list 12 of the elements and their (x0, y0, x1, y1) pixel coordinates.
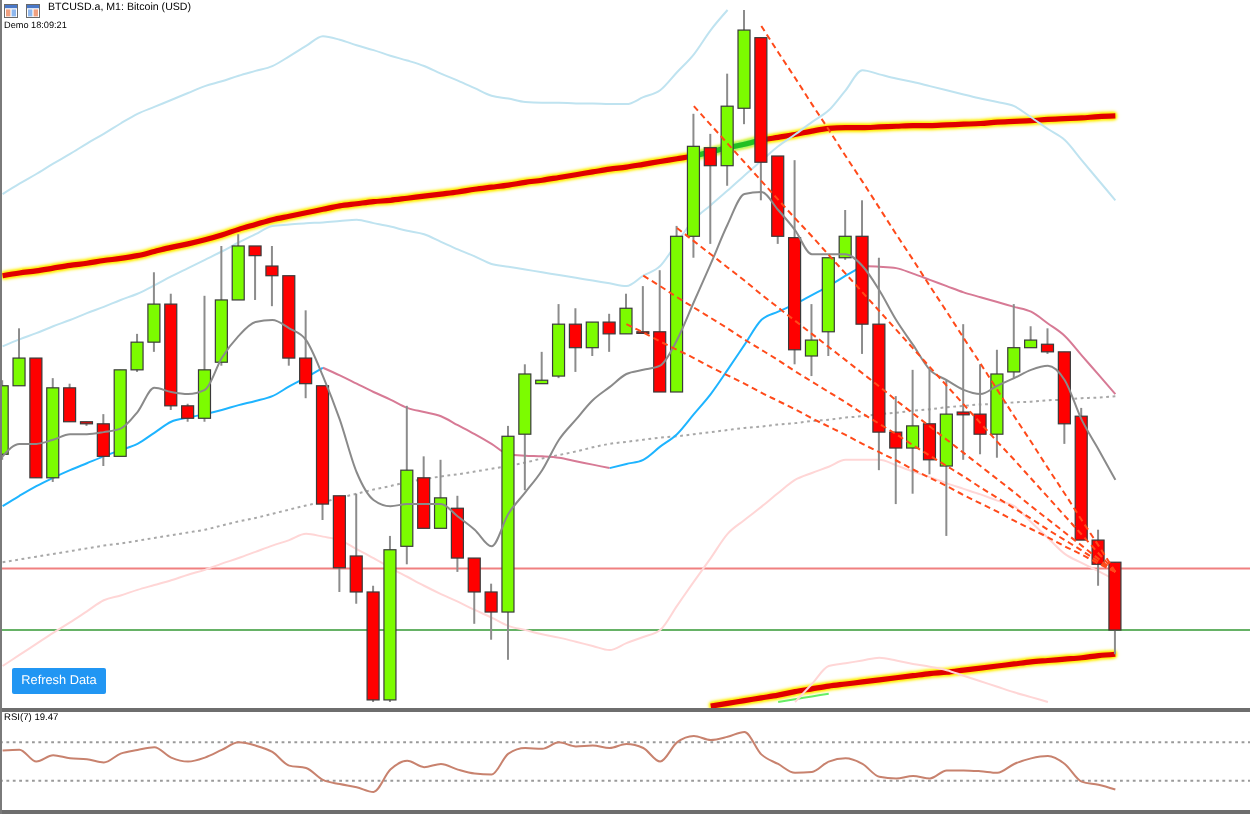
candlestick (804, 303, 819, 378)
candlestick (568, 307, 583, 373)
candlestick (96, 413, 110, 468)
candlestick (1040, 327, 1055, 355)
candlestick (922, 368, 937, 476)
candlestick (906, 368, 920, 495)
candlestick (1024, 325, 1038, 349)
candlestick (299, 309, 313, 400)
candlestick (703, 132, 717, 245)
candlestick (1007, 303, 1021, 380)
candlestick (433, 458, 448, 530)
candlestick (63, 382, 77, 423)
